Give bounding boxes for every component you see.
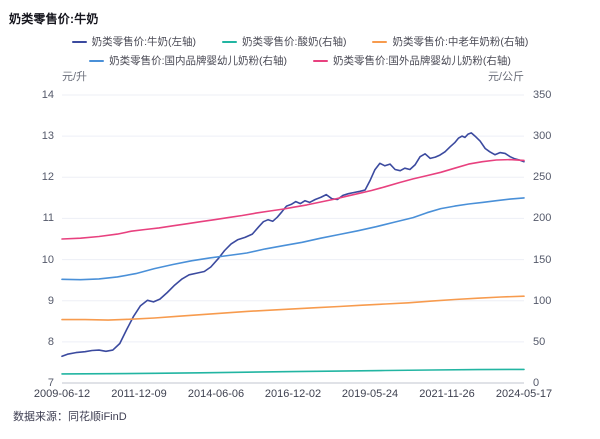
- series-line-0: [61, 132, 525, 358]
- legend-swatch-icon: [89, 59, 105, 62]
- legend-item-1[interactable]: 奶类零售价:酸奶(右轴): [222, 34, 346, 49]
- left-axis-unit-label: 元/升: [62, 71, 88, 83]
- y-left-tick-label: 11: [42, 212, 54, 225]
- y-left-tick-label: 7: [47, 377, 54, 389]
- series-line-1: [61, 368, 525, 375]
- legend-label: 奶类零售价:牛奶(左轴): [91, 36, 197, 48]
- legend-row: 奶类零售价:国内品牌婴幼儿奶粉(右轴) 奶类零售价:国外品牌婴幼儿奶粉(右轴): [89, 53, 511, 68]
- legend-swatch-icon: [313, 59, 328, 62]
- y-left-tick-label: 12: [41, 171, 54, 184]
- series-line-3: [61, 197, 525, 281]
- legend-swatch-icon: [71, 40, 87, 43]
- legend-swatch-icon: [222, 40, 238, 43]
- legend-item-4[interactable]: 奶类零售价:国外品牌婴幼儿奶粉(右轴): [313, 53, 511, 68]
- y-right-tick-label: 250: [533, 171, 552, 184]
- y-right-tick-label: 350: [533, 89, 552, 101]
- right-axis-unit-label: 元/公斤: [487, 71, 524, 83]
- legend-row: 奶类零售价:牛奶(左轴) 奶类零售价:酸奶(右轴) 奶类零售价:中老年奶粉(右轴): [71, 34, 528, 49]
- x-tick-label: 2016-12-02: [264, 388, 322, 400]
- x-tick-label: 2021-11-26: [419, 388, 475, 400]
- legend-label: 奶类零售价:酸奶(右轴): [242, 36, 347, 48]
- legend-label: 奶类零售价:国外品牌婴幼儿奶粉(右轴): [333, 55, 511, 67]
- legend: 奶类零售价:牛奶(左轴) 奶类零售价:酸奶(右轴) 奶类零售价:中老年奶粉(右轴) 奶…: [0, 34, 600, 68]
- x-tick-label: 2014-06-06: [187, 388, 245, 400]
- x-tick-label: 2019-05-24: [341, 388, 399, 400]
- y-right-tick-label: 300: [533, 130, 552, 143]
- y-right-tick-label: 50: [533, 335, 546, 348]
- y-left-tick-label: 13: [41, 130, 54, 143]
- y-right-tick-label: 200: [533, 212, 552, 225]
- legend-item-2[interactable]: 奶类零售价:中老年奶粉(右轴): [372, 34, 528, 49]
- line-chart-canvas: [61, 94, 525, 384]
- series-line-4: [61, 158, 525, 240]
- y-right-tick-label: 100: [533, 294, 552, 307]
- legend-swatch-icon: [372, 40, 388, 43]
- x-tick-label: 2024-05-17: [495, 388, 553, 400]
- legend-item-3[interactable]: 奶类零售价:国内品牌婴幼儿奶粉(右轴): [89, 53, 287, 68]
- x-tick-label: 2009-06-12: [33, 388, 91, 400]
- x-tick-label: 2011-12-09: [111, 388, 167, 400]
- data-source-caption: 数据来源：同花顺iFinD: [13, 411, 127, 423]
- legend-label: 奶类零售价:国内品牌婴幼儿奶粉(右轴): [109, 55, 287, 67]
- y-left-tick-label: 10: [41, 253, 54, 266]
- y-right-tick-label: 150: [533, 253, 552, 266]
- y-left-tick-label: 8: [47, 335, 54, 348]
- y-left-tick-label: 14: [41, 89, 54, 101]
- y-left-tick-label: 9: [47, 294, 54, 307]
- legend-label: 奶类零售价:中老年奶粉(右轴): [392, 36, 529, 48]
- legend-item-0[interactable]: 奶类零售价:牛奶(左轴): [71, 34, 197, 49]
- series-line-2: [61, 295, 525, 321]
- y-right-tick-label: 0: [533, 377, 540, 389]
- chart-title: 奶类零售价:牛奶: [9, 12, 99, 26]
- plot-area: [61, 94, 525, 384]
